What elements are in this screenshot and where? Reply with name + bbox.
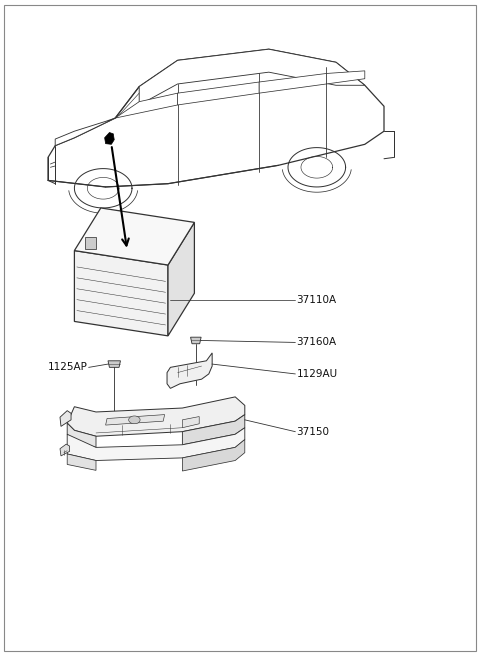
Polygon shape [178, 82, 259, 105]
Text: 1129AU: 1129AU [297, 369, 338, 379]
Polygon shape [55, 118, 115, 146]
Polygon shape [168, 222, 194, 336]
Polygon shape [182, 417, 199, 428]
Polygon shape [60, 444, 70, 456]
Polygon shape [326, 71, 365, 84]
Polygon shape [182, 415, 245, 445]
Polygon shape [108, 361, 120, 367]
Polygon shape [74, 208, 194, 265]
Polygon shape [182, 440, 245, 471]
Text: 37160A: 37160A [297, 337, 337, 348]
Polygon shape [191, 337, 201, 344]
Polygon shape [67, 423, 96, 447]
Polygon shape [167, 353, 212, 388]
Polygon shape [48, 49, 384, 187]
Polygon shape [115, 93, 178, 118]
Text: 37150: 37150 [297, 426, 330, 437]
Polygon shape [67, 397, 245, 436]
Polygon shape [60, 411, 71, 426]
Polygon shape [67, 428, 245, 461]
Text: 1125AP: 1125AP [48, 362, 88, 373]
Polygon shape [85, 237, 96, 249]
Polygon shape [105, 133, 114, 144]
Polygon shape [74, 251, 168, 336]
Ellipse shape [87, 235, 93, 240]
Polygon shape [67, 454, 96, 470]
Polygon shape [129, 416, 140, 424]
Polygon shape [139, 49, 365, 105]
Polygon shape [106, 415, 165, 425]
Polygon shape [259, 73, 326, 93]
Text: 37110A: 37110A [297, 295, 337, 306]
